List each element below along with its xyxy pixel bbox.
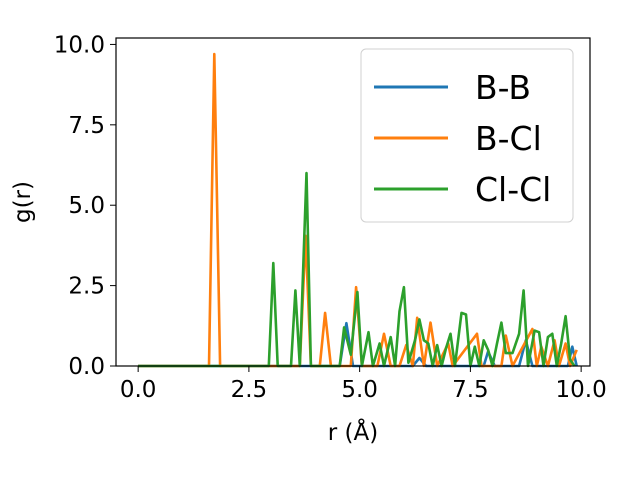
- x-axis-label: r (Å): [328, 418, 378, 446]
- x-tick-label: 10.0: [556, 377, 607, 403]
- y-axis: 0.0 2.5 5.0 7.5 10.0: [54, 32, 116, 380]
- legend: B-B B-Cl Cl-Cl: [360, 48, 574, 223]
- x-tick-label: 7.5: [452, 377, 489, 403]
- legend-label-b-b: B-B: [475, 68, 531, 107]
- x-tick-label: 0.0: [120, 377, 157, 403]
- y-tick-label: 2.5: [68, 274, 105, 300]
- y-tick-label: 5.0: [68, 193, 105, 219]
- legend-box: [360, 48, 574, 223]
- legend-label-cl-cl: Cl-Cl: [475, 170, 551, 209]
- y-tick-label: 0.0: [68, 354, 105, 380]
- y-tick-label: 10.0: [54, 32, 105, 58]
- x-tick-label: 2.5: [231, 377, 268, 403]
- legend-label-b-cl: B-Cl: [475, 119, 542, 158]
- y-axis-label: g(r): [10, 181, 36, 223]
- x-tick-label: 5.0: [341, 377, 378, 403]
- plot-frame: [115, 37, 591, 367]
- series-line-cl-cl: [138, 171, 576, 368]
- x-axis: 0.0 2.5 5.0 7.5 10.0: [120, 366, 607, 403]
- y-tick-label: 7.5: [68, 113, 105, 139]
